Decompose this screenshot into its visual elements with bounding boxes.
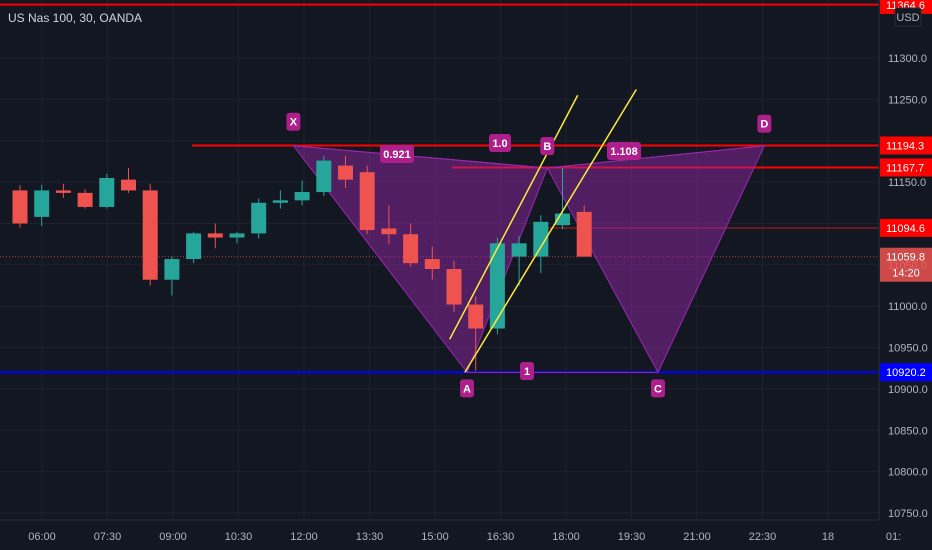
pattern-ratio-label: 1 — [524, 366, 530, 378]
candle-body — [555, 213, 570, 226]
pattern-ratio-label: 1.108 — [610, 146, 638, 158]
candle-body — [55, 190, 71, 193]
pattern-point-badge — [757, 114, 772, 133]
price-tag-label: 11167.7 — [886, 162, 924, 174]
trendline — [464, 89, 637, 373]
time-tick-label: 09:00 — [159, 531, 187, 543]
pattern-point-badge — [650, 379, 665, 398]
time-tick-label: 18:00 — [552, 531, 580, 543]
price-tick-label: 10900.0 — [888, 384, 928, 396]
candle-body — [164, 259, 180, 280]
candlesticks — [12, 155, 592, 371]
pattern-ratio-line — [293, 145, 548, 169]
pattern-point-badge — [286, 112, 301, 131]
candle-body — [424, 259, 440, 269]
price-tick-label: 10850.0 — [888, 425, 928, 437]
pattern-point-label: X — [290, 117, 298, 129]
time-tick-label: 12:00 — [290, 531, 318, 543]
pattern-point-badge — [540, 137, 555, 156]
candle-body — [533, 221, 549, 257]
candle-body — [294, 192, 310, 201]
pattern-point-label: A — [463, 383, 471, 395]
time-tick-label: 06:00 — [28, 531, 56, 543]
current-price-label: 11059.8 — [886, 252, 925, 264]
price-tick-label: 11250.0 — [888, 94, 927, 106]
pattern-point-label: C — [654, 383, 662, 395]
price-tag-background — [880, 218, 932, 237]
time-tick-label: 16:30 — [487, 531, 515, 543]
trendline — [448, 94, 579, 340]
time-tick-label: 10:30 — [225, 531, 253, 543]
trendlines[interactable] — [448, 89, 637, 373]
price-tag-background — [880, 136, 932, 155]
price-tick-label: 10750.0 — [888, 508, 928, 520]
pattern-point-badge — [460, 379, 475, 398]
candle-body — [121, 179, 136, 191]
time-tick-label: 13:30 — [356, 531, 384, 543]
candle-body — [12, 190, 28, 224]
pattern-ratio-line — [547, 145, 765, 169]
pattern-labels: X A B C D 0.921 1.0 1.108 1 — [286, 112, 772, 398]
pattern-ratio-label: 1.0 — [492, 138, 507, 150]
price-tick-label: 11150.0 — [888, 177, 926, 189]
price-tag-label: 11194.3 — [886, 140, 924, 152]
candle-body — [403, 234, 419, 264]
pattern-ratio-badge — [380, 145, 414, 163]
currency-label: USD — [896, 12, 919, 24]
pattern-ratio-badge — [520, 362, 534, 380]
price-tick-label: 10950.0 — [888, 343, 928, 355]
time-tick-label: 07:30 — [94, 531, 122, 543]
pattern-ratio-badge — [489, 134, 511, 152]
price-tag-background — [880, 363, 932, 382]
countdown-label: 14:20 — [892, 268, 920, 280]
price-tag-label: 11094.6 — [886, 223, 925, 235]
time-tick-label: 22:30 — [749, 531, 777, 543]
symbol-title[interactable]: US Nas 100, 30, OANDA — [8, 11, 142, 25]
time-tick-label: 18 — [822, 531, 834, 543]
candle-body — [511, 243, 527, 257]
harmonic-pattern[interactable] — [292, 145, 766, 374]
price-tick-label: 11300.0 — [888, 53, 927, 65]
candle-body — [576, 211, 592, 257]
candle-body — [251, 202, 267, 234]
price-tag-background — [880, 158, 932, 177]
price-tick-label: 10800.0 — [888, 467, 928, 479]
candle-body — [186, 233, 202, 260]
candle-body — [316, 160, 332, 193]
time-tick-label: 21:00 — [683, 531, 711, 543]
candle-body — [142, 190, 158, 280]
price-tick-label: 11000.0 — [888, 301, 927, 313]
candle-body — [468, 304, 484, 329]
candle-body — [207, 233, 223, 238]
time-axis-background — [0, 520, 932, 550]
pattern-point-label: D — [760, 119, 768, 131]
candle-body — [229, 233, 245, 238]
time-tick-label: 01: — [886, 531, 901, 543]
candle-body — [99, 177, 115, 207]
pattern-ratio-badge — [607, 142, 641, 160]
candle-body — [359, 172, 375, 231]
currency-box[interactable] — [894, 7, 922, 27]
time-axis[interactable]: 06:00 07:30 09:00 10:30 12:00 13:30 15:00 16:30… — [0, 519, 932, 550]
candle-body — [489, 243, 505, 329]
price-tags: 11364.611194.311167.711094.610920.211059… — [880, 0, 932, 382]
candle-body — [381, 228, 397, 235]
pattern-ratio-label: 0.921 — [383, 149, 411, 161]
candle-body — [338, 165, 353, 180]
candle-body — [446, 268, 462, 305]
pattern-point-label: B — [543, 141, 551, 153]
price-tag-label: 10920.2 — [886, 367, 926, 379]
time-tick-label: 15:00 — [421, 531, 449, 543]
candle-body — [77, 192, 93, 207]
candle-body — [34, 190, 50, 217]
time-tick-label: 19:30 — [618, 531, 646, 543]
candle-body — [272, 200, 288, 203]
current-price-tag — [880, 247, 932, 282]
